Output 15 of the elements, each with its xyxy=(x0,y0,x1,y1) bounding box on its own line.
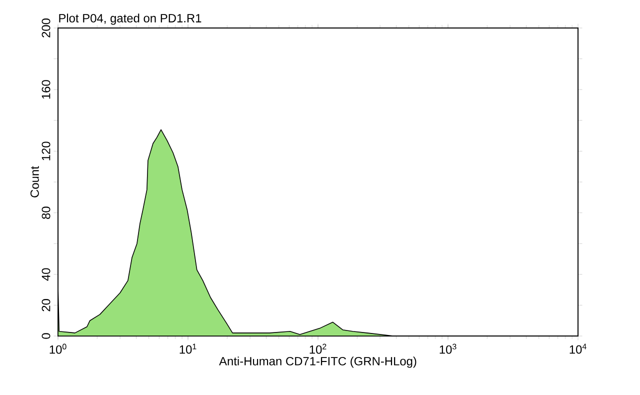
y-tick-label: 40 xyxy=(42,268,50,281)
y-tick-label: 200 xyxy=(42,18,50,38)
y-tick-label: 120 xyxy=(42,142,50,160)
x-tick-label: 10$^{2}$ xyxy=(310,344,326,354)
x-axis-title: Anti-Human CD71-FITC (GRN-HLog) xyxy=(219,356,416,368)
y-tick-label: 20 xyxy=(42,299,50,312)
y-tick-label: 80 xyxy=(42,206,50,219)
x-tick-label: 10$^{0}$ xyxy=(50,344,66,354)
x-tick-label: 10$^{3}$ xyxy=(440,344,456,354)
y-tick-label: 0 xyxy=(42,333,50,339)
chart-title: Plot P04, gated on PD1.R1 xyxy=(59,14,202,25)
y-tick-label: 160 xyxy=(42,80,50,99)
x-tick-label: 10$^{1}$ xyxy=(180,344,196,354)
y-axis-title: Count xyxy=(30,166,39,198)
x-tick-label: 10$^{4}$ xyxy=(570,344,586,354)
